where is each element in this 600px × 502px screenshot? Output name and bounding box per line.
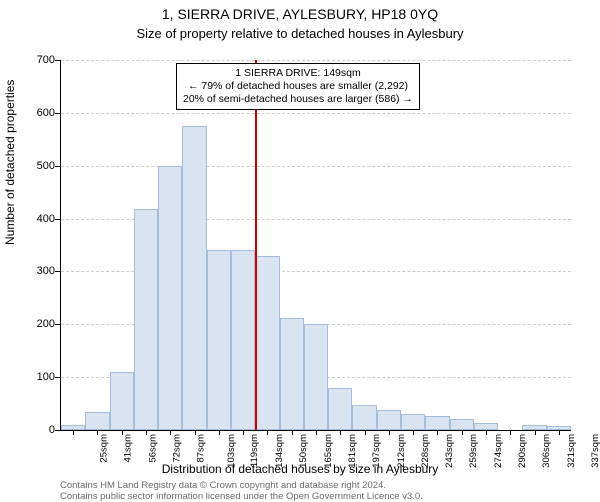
info-box: 1 SIERRA DRIVE: 149sqm← 79% of detached … xyxy=(176,63,420,110)
y-tick-label: 500 xyxy=(15,160,55,172)
histogram-bar xyxy=(182,126,206,430)
histogram-bar xyxy=(352,405,376,430)
y-tick xyxy=(55,271,61,272)
x-tick xyxy=(73,430,74,435)
histogram-bar xyxy=(474,423,498,430)
y-tick-label: 100 xyxy=(15,371,55,383)
copyright-line-2: Contains public sector information licen… xyxy=(60,491,423,502)
info-box-line: 1 SIERRA DRIVE: 149sqm xyxy=(183,67,413,80)
histogram-bar xyxy=(401,414,425,430)
y-tick xyxy=(55,219,61,220)
y-tick xyxy=(55,60,61,61)
chart-container: 1, SIERRA DRIVE, AYLESBURY, HP18 0YQ Siz… xyxy=(0,0,600,500)
histogram-bar xyxy=(207,250,231,430)
x-axis-title: Distribution of detached houses by size … xyxy=(0,462,600,476)
x-tick-label: 25sqm xyxy=(99,434,110,463)
x-tick xyxy=(389,430,390,435)
x-tick xyxy=(292,430,293,435)
x-tick xyxy=(437,430,438,435)
plot-area: 010020030040050060070025sqm41sqm56sqm72s… xyxy=(60,60,571,431)
y-tick-label: 400 xyxy=(15,213,55,225)
info-box-line: ← 79% of detached houses are smaller (2,… xyxy=(183,80,413,93)
histogram-bar xyxy=(85,412,109,431)
page-title: 1, SIERRA DRIVE, AYLESBURY, HP18 0YQ xyxy=(0,6,600,22)
y-tick xyxy=(55,377,61,378)
x-tick xyxy=(316,430,317,435)
x-tick xyxy=(340,430,341,435)
page-subtitle: Size of property relative to detached ho… xyxy=(0,26,600,41)
x-tick-label: 56sqm xyxy=(147,434,158,463)
histogram-bar xyxy=(158,166,182,430)
grid-line xyxy=(61,113,571,114)
histogram-bar xyxy=(231,250,255,430)
histogram-bar xyxy=(425,416,449,430)
grid-line xyxy=(61,166,571,167)
histogram-bar xyxy=(255,256,279,430)
x-tick xyxy=(170,430,171,435)
y-tick-label: 700 xyxy=(15,54,55,66)
histogram-bar xyxy=(328,388,352,430)
copyright-line-1: Contains HM Land Registry data © Crown c… xyxy=(60,480,386,491)
histogram-bar xyxy=(280,318,304,430)
x-tick xyxy=(219,430,220,435)
y-tick-label: 0 xyxy=(15,424,55,436)
y-tick-label: 200 xyxy=(15,318,55,330)
x-tick xyxy=(535,430,536,435)
x-tick xyxy=(122,430,123,435)
x-tick xyxy=(243,430,244,435)
y-tick xyxy=(55,166,61,167)
x-tick xyxy=(510,430,511,435)
x-tick xyxy=(559,430,560,435)
x-tick xyxy=(365,430,366,435)
x-tick xyxy=(413,430,414,435)
x-tick xyxy=(97,430,98,435)
y-tick xyxy=(55,324,61,325)
histogram-bar xyxy=(134,209,158,430)
x-tick xyxy=(195,430,196,435)
histogram-bar xyxy=(110,372,134,430)
histogram-bar xyxy=(304,324,328,430)
y-tick xyxy=(55,113,61,114)
x-tick xyxy=(462,430,463,435)
y-tick xyxy=(55,430,61,431)
y-tick-label: 300 xyxy=(15,265,55,277)
marker-line xyxy=(255,60,257,430)
grid-line xyxy=(61,60,571,61)
y-tick-label: 600 xyxy=(15,107,55,119)
x-tick xyxy=(267,430,268,435)
x-tick xyxy=(486,430,487,435)
info-box-line: 20% of semi-detached houses are larger (… xyxy=(183,93,413,106)
histogram-bar xyxy=(450,419,474,430)
x-tick-label: 72sqm xyxy=(172,434,183,463)
x-tick-label: 41sqm xyxy=(123,434,134,463)
x-tick-label: 87sqm xyxy=(196,434,207,463)
x-tick xyxy=(146,430,147,435)
histogram-bar xyxy=(377,410,401,430)
